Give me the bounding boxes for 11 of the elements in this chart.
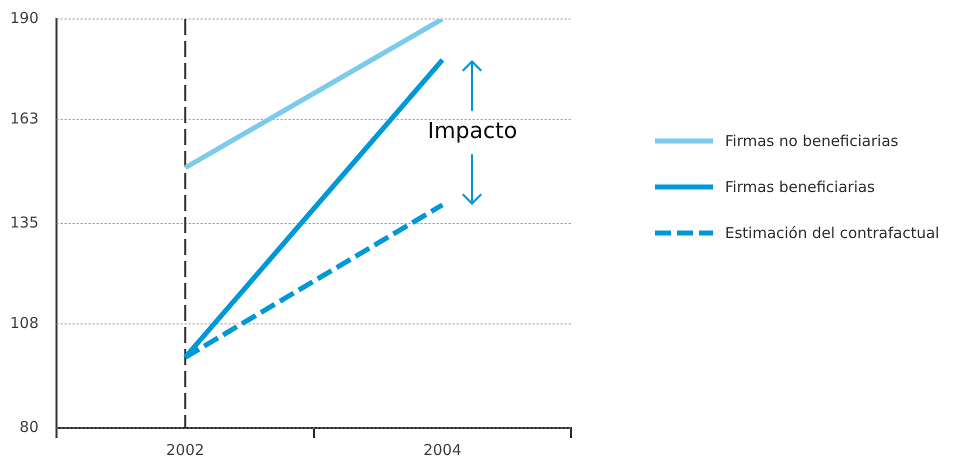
legend-label: Firmas no beneficiarias [725,132,898,150]
y-tick-label: 135 [10,213,39,232]
y-tick-label: 108 [10,314,39,332]
y-tick-label: 163 [10,109,39,128]
y-tick-label: 190 [10,8,39,27]
annotation: Impacto [428,119,518,144]
legend-label: Estimación del contrafactual [725,224,940,242]
x-tick-label: 2002 [166,440,204,459]
y-tick-label: 80 [20,418,39,436]
legend-label: Firmas beneficiarias [725,178,875,196]
x-tick-label: 2004 [423,440,462,459]
